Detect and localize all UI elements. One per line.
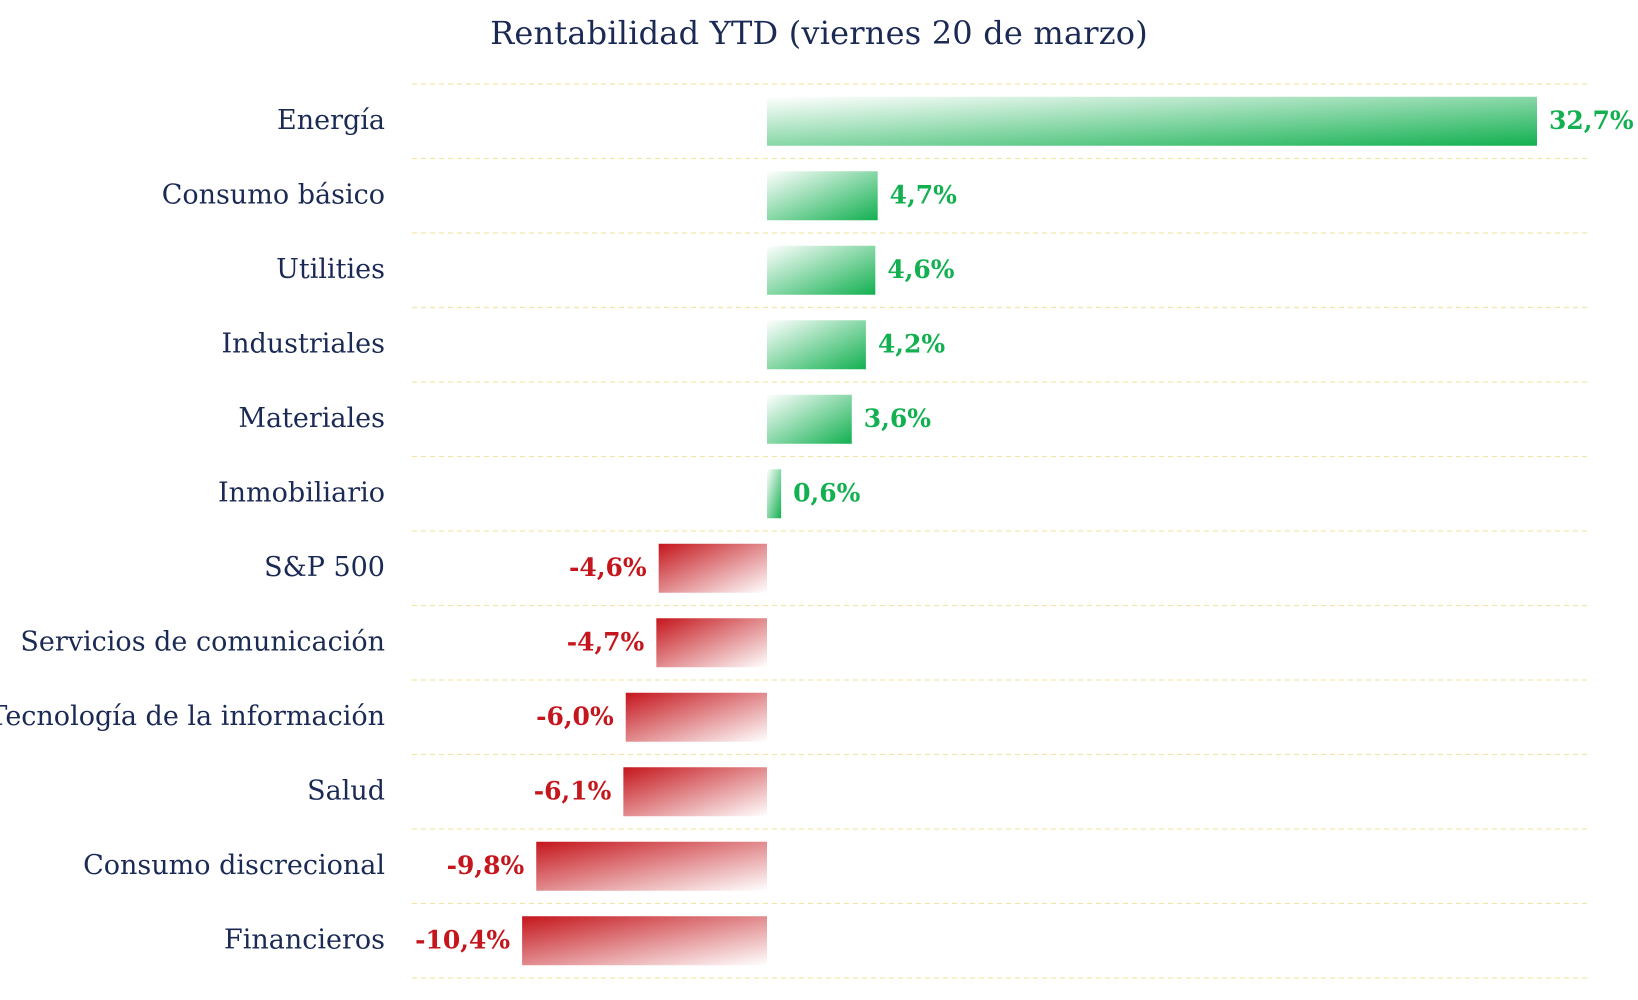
- category-label: Consumo discrecional: [83, 850, 385, 881]
- bar: [656, 618, 767, 668]
- value-label: 0,6%: [793, 478, 860, 507]
- value-label: 4,2%: [878, 329, 945, 358]
- bar: [522, 916, 767, 966]
- value-label: -4,6%: [569, 553, 647, 582]
- gridlines: [412, 83, 1590, 979]
- value-labels-group: 32,7% 4,7% 4,6% 4,2% 3,6% 0,6% -4,6% -4,7% -6,0%…: [415, 106, 1634, 955]
- bars-group: [522, 96, 1537, 966]
- category-label: Salud: [307, 775, 385, 806]
- category-labels-group: Energía Consumo básico Utilities Industrial…: [0, 105, 385, 956]
- bar: [623, 767, 767, 817]
- bar: [767, 96, 1537, 146]
- bar: [536, 841, 767, 891]
- value-label: -10,4%: [415, 925, 510, 954]
- category-label: Materiales: [238, 403, 385, 434]
- value-label: 32,7%: [1549, 106, 1634, 135]
- category-label: Financieros: [224, 924, 385, 955]
- bar: [625, 692, 767, 742]
- bar: [767, 320, 866, 370]
- category-label: Tecnología de la información: [0, 701, 385, 732]
- value-label: 4,7%: [890, 180, 957, 209]
- category-label: S&P 500: [264, 552, 385, 583]
- category-label: Servicios de comunicación: [20, 626, 385, 657]
- category-label: Energía: [277, 105, 385, 136]
- category-label: Utilities: [276, 254, 385, 285]
- value-label: -4,7%: [567, 627, 645, 656]
- value-label: -9,8%: [447, 851, 525, 880]
- value-label: -6,1%: [534, 776, 612, 805]
- bar: [767, 469, 782, 519]
- bar: [658, 543, 767, 593]
- category-label: Consumo básico: [162, 179, 385, 210]
- category-label: Industriales: [221, 328, 385, 359]
- bar: [767, 394, 852, 444]
- bar: [767, 245, 876, 295]
- bar: [767, 171, 878, 221]
- value-label: 3,6%: [864, 404, 931, 433]
- value-label: -6,0%: [536, 702, 614, 731]
- category-label: Inmobiliario: [218, 477, 385, 508]
- chart-title: Rentabilidad YTD (viernes 20 de marzo): [490, 14, 1148, 52]
- value-label: 4,6%: [887, 255, 954, 284]
